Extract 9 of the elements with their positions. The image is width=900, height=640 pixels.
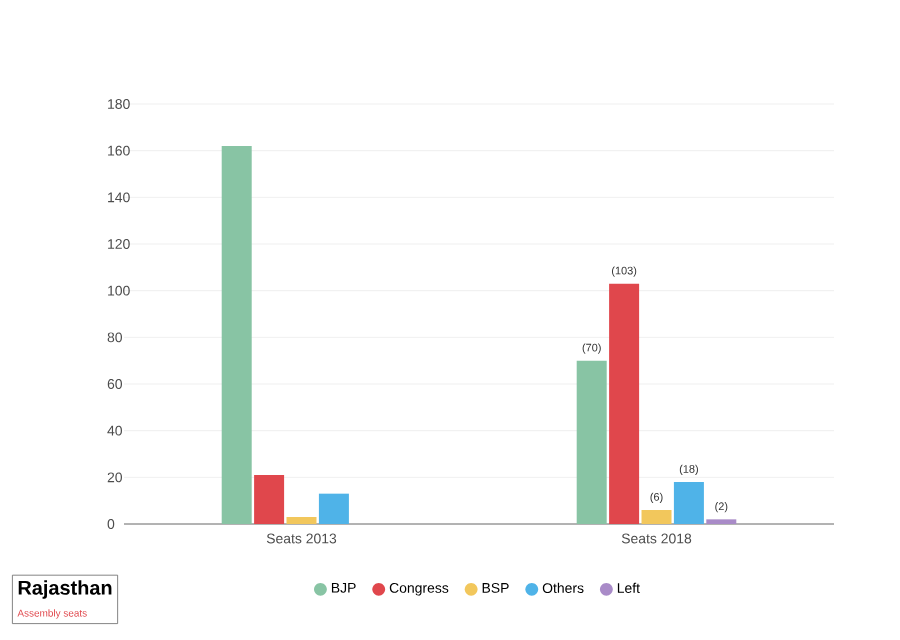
bar xyxy=(286,517,317,524)
bar xyxy=(609,283,640,524)
bar xyxy=(318,493,349,524)
text: Rajasthan xyxy=(18,580,112,599)
bar xyxy=(221,146,252,524)
bar xyxy=(673,482,704,524)
bar xyxy=(641,510,672,524)
bar xyxy=(576,360,607,524)
bar xyxy=(254,475,285,524)
